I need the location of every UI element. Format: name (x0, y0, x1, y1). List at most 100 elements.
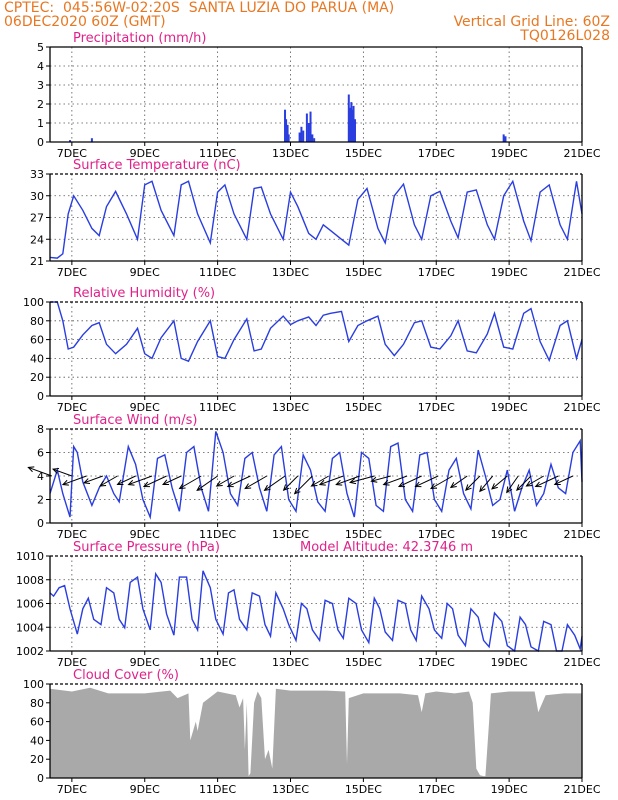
wind-arrow (215, 475, 235, 487)
precip-bar (90, 138, 93, 142)
y-tick-label: 80 (30, 315, 44, 328)
y-tick-label: 21 (30, 255, 44, 268)
wind-arrow-shaft (535, 475, 559, 488)
wind-arrow-head (27, 466, 35, 473)
x-tick-label: 13DEC (272, 656, 309, 669)
precip-bar (311, 134, 314, 142)
precip-bar (351, 109, 354, 142)
x-tick-label: 17DEC (418, 266, 455, 279)
wind-arrow (263, 475, 286, 491)
relative-humidity-line (50, 301, 583, 363)
x-tick-label: 19DEC (491, 656, 528, 669)
wind-arrow (51, 468, 73, 477)
x-tick-label: 17DEC (418, 401, 455, 414)
wind-arrow-shaft (336, 475, 360, 486)
y-tick-label: 100 (23, 678, 44, 691)
wind-arrow-shaft (283, 475, 299, 491)
wind-arrow-shaft (398, 475, 422, 488)
y-tick-label: 4 (37, 60, 44, 73)
wind-arrow-shaft (244, 475, 268, 489)
wind-arrow-head (382, 479, 390, 486)
x-tick-label: 11DEC (199, 528, 236, 541)
wind-arrow-head (142, 481, 150, 488)
y-tick-label: 1008 (16, 574, 44, 587)
wind-arrow (534, 475, 559, 488)
wind-arrow (310, 475, 330, 487)
x-tick-label: 19DEC (491, 401, 528, 414)
panel-title: Precipitation (mm/h) (73, 31, 206, 46)
wind-arrow-shaft (227, 475, 251, 488)
x-tick-label: 7DEC (57, 528, 87, 541)
wind-arrow-shaft (350, 475, 375, 483)
wind-arrow (27, 466, 52, 477)
wind-arrow-head (215, 480, 223, 487)
y-tick-label: 30 (30, 190, 44, 203)
wind-arrow-shaft (491, 475, 508, 490)
wind-arrow-head (178, 483, 186, 490)
panel-2: Surface Temperature (nC) 21 24 27 30 33 7DEC 9D… (30, 158, 601, 279)
wind-arrow-head (51, 468, 60, 474)
panel-title: Surface Pressure (hPa) (73, 540, 220, 555)
wind-arrow (293, 475, 313, 495)
panel-annotation: Model Altitude: 42.3746 m (300, 540, 473, 555)
x-tick-label: 11DEC (199, 783, 236, 796)
x-tick-label: 13DEC (272, 528, 309, 541)
panel-title: Surface Wind (m/s) (73, 413, 197, 428)
precip-bar (350, 102, 353, 142)
x-tick-label: 19DEC (491, 528, 528, 541)
wind-arrow (465, 475, 481, 491)
y-tick-label: 27 (30, 212, 44, 225)
wind-arrow-shaft (371, 475, 391, 482)
x-tick-label: 7DEC (57, 783, 87, 796)
panel-title: Surface Temperature (nC) (73, 158, 241, 173)
wind-arrow-head (534, 481, 542, 488)
y-tick-label: 2 (37, 494, 44, 507)
wind-arrow (491, 475, 508, 490)
wind-arrow (178, 475, 202, 490)
x-tick-label: 21DEC (563, 266, 600, 279)
precip-bar (287, 134, 290, 142)
wind-arrow-head (282, 484, 290, 491)
y-tick-label: 60 (30, 716, 44, 729)
x-tick-label: 7DEC (57, 266, 87, 279)
wind-arrow-shaft (450, 475, 468, 488)
wind-arrow-head (553, 479, 561, 486)
wind-arrow (226, 475, 251, 488)
wind-arrow (449, 475, 468, 489)
wind-arrow-head (335, 479, 343, 486)
x-tick-label: 21DEC (563, 783, 600, 796)
wind-arrow-head (479, 485, 486, 493)
x-tick-label: 15DEC (345, 528, 382, 541)
wind-arrow-head (263, 484, 271, 491)
y-tick-label: 1002 (16, 645, 44, 658)
x-tick-label: 9DEC (130, 783, 160, 796)
wind-arrow-shaft (516, 475, 532, 491)
y-tick-label: 1010 (16, 550, 44, 563)
wind-arrow (335, 475, 360, 486)
x-tick-label: 15DEC (345, 783, 382, 796)
wind-arrow (525, 475, 544, 487)
precip-bar (286, 124, 289, 142)
y-tick-label: 0 (37, 772, 44, 785)
panel-5: Surface Pressure (hPa) Model Altitude: 42… (16, 540, 601, 669)
wind-arrow-head (61, 479, 69, 486)
wind-arrow-head (82, 478, 91, 484)
precip-bar (284, 109, 287, 142)
y-tick-label: 4 (37, 470, 44, 483)
x-tick-label: 11DEC (199, 401, 236, 414)
wind-arrow (116, 475, 136, 486)
y-tick-label: 20 (30, 371, 44, 384)
wind-arrow (479, 475, 494, 493)
x-tick-label: 11DEC (199, 147, 236, 160)
x-tick-label: 9DEC (130, 528, 160, 541)
wind-arrow-shaft (196, 475, 218, 491)
x-tick-label: 11DEC (199, 266, 236, 279)
wind-arrow-head (116, 479, 124, 486)
y-tick-label: 8 (37, 423, 44, 436)
wind-arrow (506, 475, 519, 494)
x-tick-label: 9DEC (130, 656, 160, 669)
x-tick-label: 17DEC (418, 147, 455, 160)
wind-arrow (162, 475, 182, 486)
wind-arrow-shaft (479, 475, 494, 492)
y-tick-label: 0 (37, 390, 44, 403)
